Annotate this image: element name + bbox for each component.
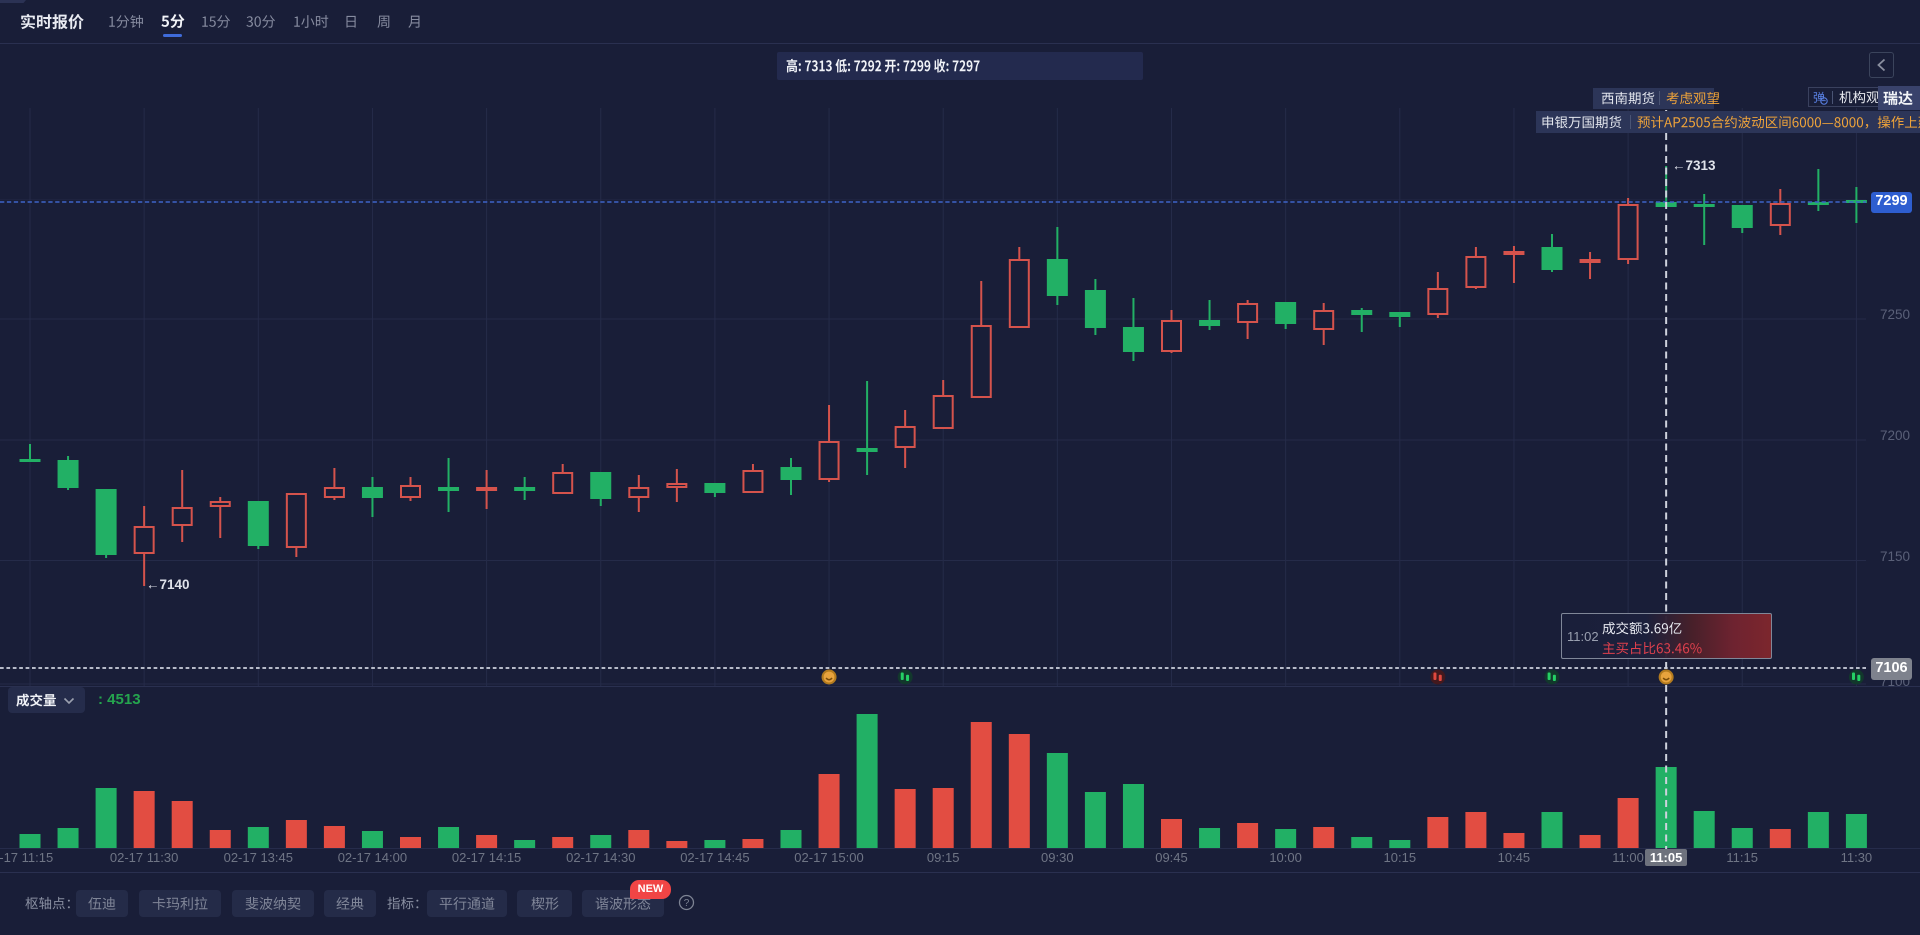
svg-text:?: ? — [684, 898, 690, 909]
